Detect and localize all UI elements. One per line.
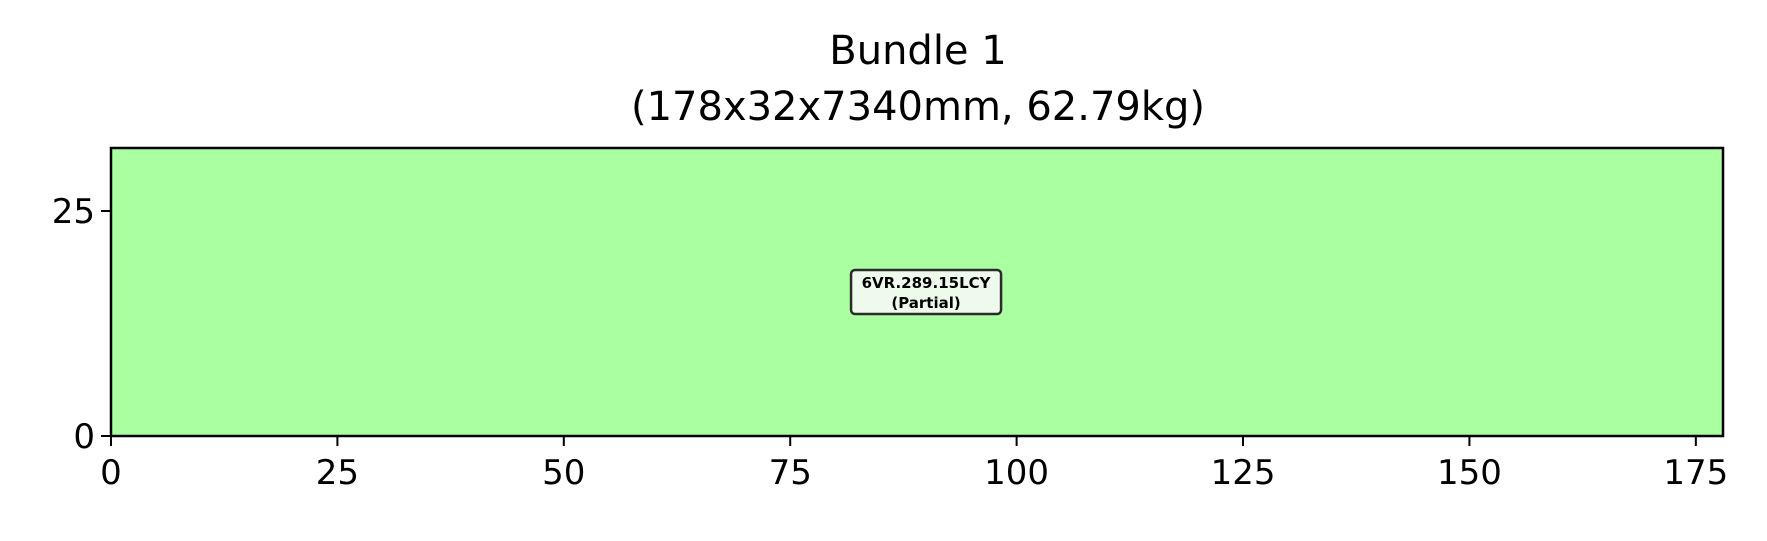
chart-subtitle: (178x32x7340mm, 62.79kg) (631, 84, 1205, 130)
x-tick-label-75: 75 (769, 453, 812, 493)
x-tick-label-25: 25 (316, 453, 359, 493)
x-tick-label-150: 150 (1437, 453, 1502, 493)
plot-area: 6VR.289.15LCY (Partial) (111, 148, 1723, 436)
item-label-name-1: 6VR.289.15LCY (862, 274, 992, 292)
item-label-status-1: (Partial) (891, 294, 960, 312)
x-tick-label-0: 0 (100, 453, 122, 493)
axes-frame (109, 146, 1725, 438)
item-label-box-1 (849, 268, 1003, 316)
x-tick-label-100: 100 (984, 453, 1049, 493)
chart-title: Bundle 1 (829, 28, 1006, 74)
axes: 0 25 50 75 100 125 150 175 0 25 (52, 146, 1728, 493)
y-tick-label-0: 0 (73, 417, 95, 457)
x-tick-label-125: 125 (1211, 453, 1276, 493)
y-tick-label-25: 25 (52, 192, 95, 232)
x-tick-label-175: 175 (1663, 453, 1728, 493)
x-tick-label-50: 50 (542, 453, 585, 493)
